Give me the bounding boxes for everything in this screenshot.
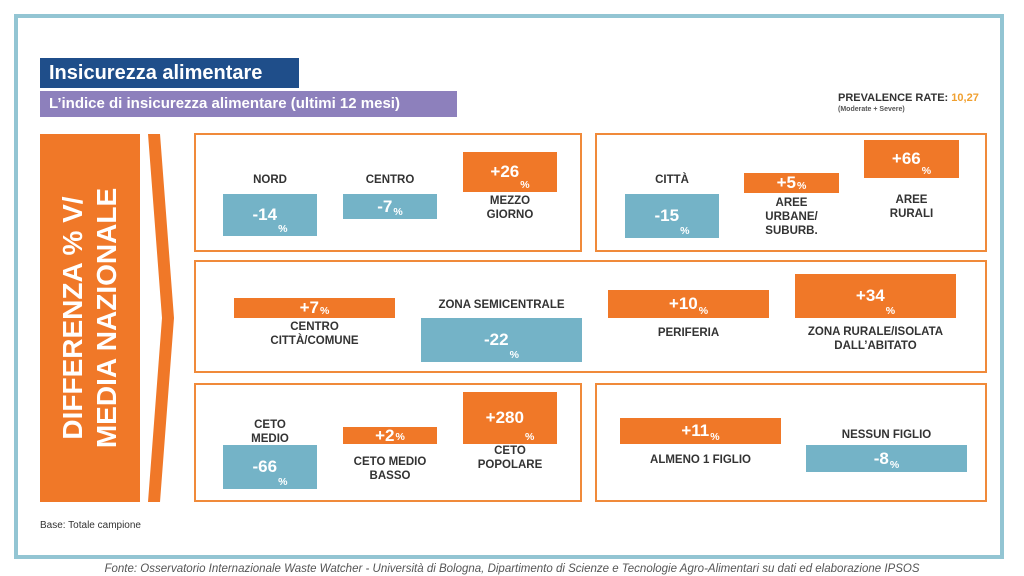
label-centro: CENTRO: [365, 174, 415, 186]
panel-figli: [595, 383, 987, 502]
panel-zona: [194, 260, 987, 373]
panel-ceto: [194, 383, 582, 502]
bar-aree-rurali: +66%: [864, 140, 959, 178]
pct-sign: %: [698, 304, 709, 317]
pct-sign: %: [278, 475, 288, 488]
value-zona-rurale: +34: [855, 286, 885, 305]
label-aree-urbane-1: AREE: [775, 197, 808, 209]
value-almeno-1-figlio: +11: [681, 421, 710, 440]
label-centro-citta-1: CENTRO: [290, 321, 339, 333]
value-nessun-figlio: -8: [873, 448, 889, 468]
value-nord: -14: [252, 205, 278, 224]
side-label-line2: MEDIA NAZIONALE: [91, 187, 122, 449]
bar-citta: -15%: [625, 194, 719, 238]
bar-semicentrale: -22%: [421, 318, 582, 362]
label-ceto-popolare-2: POPOLARE: [477, 459, 543, 471]
bar-periferia: +10%: [608, 290, 769, 318]
pct-sign: %: [320, 304, 330, 317]
prevalence-value: 10,27: [951, 92, 979, 104]
value-centro: -7: [377, 196, 393, 216]
side-label-bar: [40, 134, 140, 502]
label-mezzogiorno: MEZZO GIORNO: [463, 194, 557, 222]
side-label-line1: DIFFERENZA % V/: [57, 196, 88, 440]
value-aree-rurali: +66: [891, 149, 921, 168]
prevalence-note: (Moderate + Severe): [838, 106, 905, 113]
value-mezzogiorno: +26: [490, 162, 520, 181]
bar-nord: -14%: [223, 194, 317, 236]
label-zona-rurale: ZONA RURALE/ISOLATA DALL’ABITATO: [788, 325, 963, 353]
label-centro-citta-2: CITTÀ/COMUNE: [270, 335, 359, 347]
bar-ceto-popolare: +280%: [463, 392, 557, 444]
label-almeno-1-figlio: ALMENO 1 FIGLIO: [650, 454, 751, 466]
bar-ceto-medio: -66%: [223, 445, 317, 489]
prevalence-rate: PREVALENCE RATE: 10,27: [838, 92, 979, 104]
chevron-arrow-icon: [148, 134, 174, 502]
value-ceto-medio-basso: +2: [375, 425, 395, 445]
label-zona-rurale-2: DALL’ABITATO: [834, 340, 917, 352]
pct-sign: %: [395, 430, 405, 443]
bar-ceto-medio-basso: +2%: [343, 425, 437, 445]
value-periferia: +10: [668, 294, 698, 313]
label-periferia: PERIFERIA: [657, 327, 720, 339]
pct-sign: %: [797, 179, 807, 192]
source-note: Fonte: Osservatorio Internazionale Waste…: [104, 563, 920, 575]
bar-aree-urbane: +5%: [744, 173, 839, 193]
page-title: Insicurezza alimentare: [40, 58, 299, 88]
label-ceto-popolare-1: CETO: [494, 445, 526, 457]
label-centro-citta: CENTRO CITTÀ/COMUNE: [234, 320, 395, 348]
label-nessun-figlio: NESSUN FIGLIO: [841, 429, 932, 441]
pct-sign: %: [520, 178, 530, 191]
pct-sign: %: [680, 224, 690, 237]
label-ceto-medio-basso-2: BASSO: [369, 470, 411, 482]
label-aree-rurali: AREE RURALI: [864, 193, 959, 221]
bar-centro: -7%: [343, 194, 437, 219]
label-aree-rurali-2: RURALI: [889, 208, 934, 220]
label-citta: CITTÀ: [655, 174, 689, 186]
label-ceto-medio: CETO MEDIO: [223, 418, 317, 446]
pct-sign: %: [393, 205, 403, 218]
pct-sign: %: [889, 458, 900, 471]
bar-nessun-figlio: -8%: [806, 445, 967, 472]
bar-zona-rurale: +34%: [795, 274, 956, 318]
bar-mezzogiorno: +26%: [463, 152, 557, 192]
label-aree-urbane-2: URBANE/: [765, 211, 818, 223]
label-nord: NORD: [253, 174, 287, 186]
value-aree-urbane: +5: [776, 173, 796, 192]
base-note: Base: Totale campione: [40, 520, 141, 531]
value-ceto-popolare: +280: [485, 408, 524, 427]
pct-sign: %: [710, 430, 720, 443]
label-ceto-medio-basso-1: CETO MEDIO: [353, 456, 427, 468]
label-semicentrale: ZONA SEMICENTRALE: [438, 299, 565, 311]
pct-sign: %: [278, 222, 288, 235]
value-centro-citta: +7: [299, 298, 319, 317]
label-ceto-medio-1: CETO: [254, 419, 286, 431]
value-semicentrale: -22: [484, 330, 509, 349]
pct-sign: %: [885, 304, 896, 317]
panel-area: [194, 133, 582, 252]
label-aree-urbane: AREE URBANE/SUBURB.: [744, 196, 839, 238]
label-mezzogiorno-2: GIORNO: [486, 209, 534, 221]
label-mezzogiorno-1: MEZZO: [489, 195, 531, 207]
label-ceto-popolare: CETO POPOLARE: [455, 444, 565, 472]
prevalence-label: PREVALENCE RATE:: [838, 92, 949, 104]
value-citta: -15: [654, 206, 680, 225]
pct-sign: %: [921, 164, 932, 177]
label-ceto-medio-2: MEDIO: [251, 433, 289, 445]
pct-sign: %: [509, 348, 519, 361]
side-label: DIFFERENZA % V/ MEDIA NAZIONALE: [56, 138, 124, 498]
panel-tipologia: [595, 133, 987, 252]
label-zona-rurale-1: ZONA RURALE/ISOLATA: [807, 326, 944, 338]
value-ceto-medio: -66: [252, 457, 278, 476]
label-aree-urbane-3: SUBURB.: [765, 225, 818, 237]
page-subtitle: L’indice di insicurezza alimentare (ulti…: [40, 91, 457, 117]
pct-sign: %: [524, 430, 535, 443]
label-ceto-medio-basso: CETO MEDIO BASSO: [336, 455, 444, 483]
label-aree-rurali-1: AREE: [895, 194, 928, 206]
bar-almeno-1-figlio: +11%: [620, 418, 781, 444]
outer-frame: [14, 14, 1004, 559]
bar-centro-citta: +7%: [234, 298, 395, 318]
